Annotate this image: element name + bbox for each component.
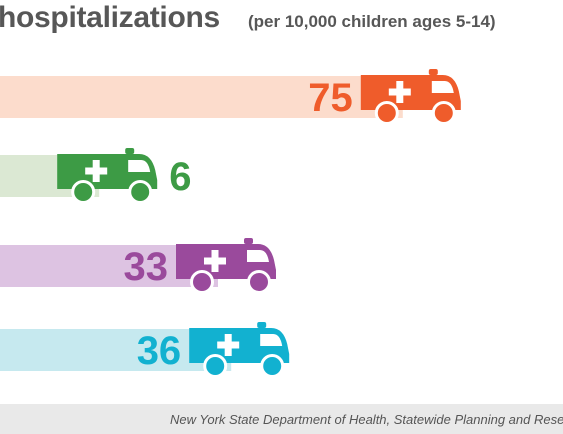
source-footer: New York State Department of Health, Sta… (0, 404, 563, 434)
cross-vertical (224, 334, 232, 356)
cross-vertical (396, 81, 404, 103)
rear-wheel (374, 101, 399, 125)
rear-wheel (71, 180, 96, 204)
cab-window (128, 160, 151, 172)
ambulance-icon (360, 69, 461, 125)
siren-light (244, 238, 253, 244)
rear-wheel (190, 270, 214, 294)
siren-light (125, 148, 135, 154)
chart-subtitle: (per 10,000 children ages 5-14) (248, 12, 496, 31)
front-wheel (128, 180, 153, 204)
bar (0, 76, 403, 118)
bar-chart: 75 6 33 36 (0, 69, 461, 378)
siren-light (428, 69, 438, 75)
cross-vertical (211, 250, 219, 272)
front-wheel (247, 270, 271, 294)
data-label: 75 (308, 76, 353, 120)
cab-window (431, 81, 454, 93)
bar-row: 36 (0, 322, 290, 378)
data-label: 36 (137, 329, 182, 373)
data-label: 33 (124, 245, 169, 289)
front-wheel (431, 101, 456, 125)
ambulance-icon (57, 148, 158, 204)
bar-row: 33 (0, 238, 276, 294)
ambulance-icon (189, 322, 290, 378)
data-label: 6 (169, 155, 191, 199)
bar-row: 75 (0, 69, 461, 125)
siren-light (257, 322, 267, 328)
bar-row: 6 (0, 148, 191, 204)
source-text: New York State Department of Health, Sta… (170, 412, 563, 427)
cab-window (260, 334, 283, 346)
chart-title: hospitalizations (0, 1, 220, 34)
cab-window (247, 250, 269, 262)
rear-wheel (203, 354, 228, 378)
chart-header: hospitalizations (per 10,000 children ag… (0, 0, 563, 46)
cross-vertical (92, 160, 100, 182)
ambulance-icon (176, 238, 276, 294)
front-wheel (260, 354, 285, 378)
